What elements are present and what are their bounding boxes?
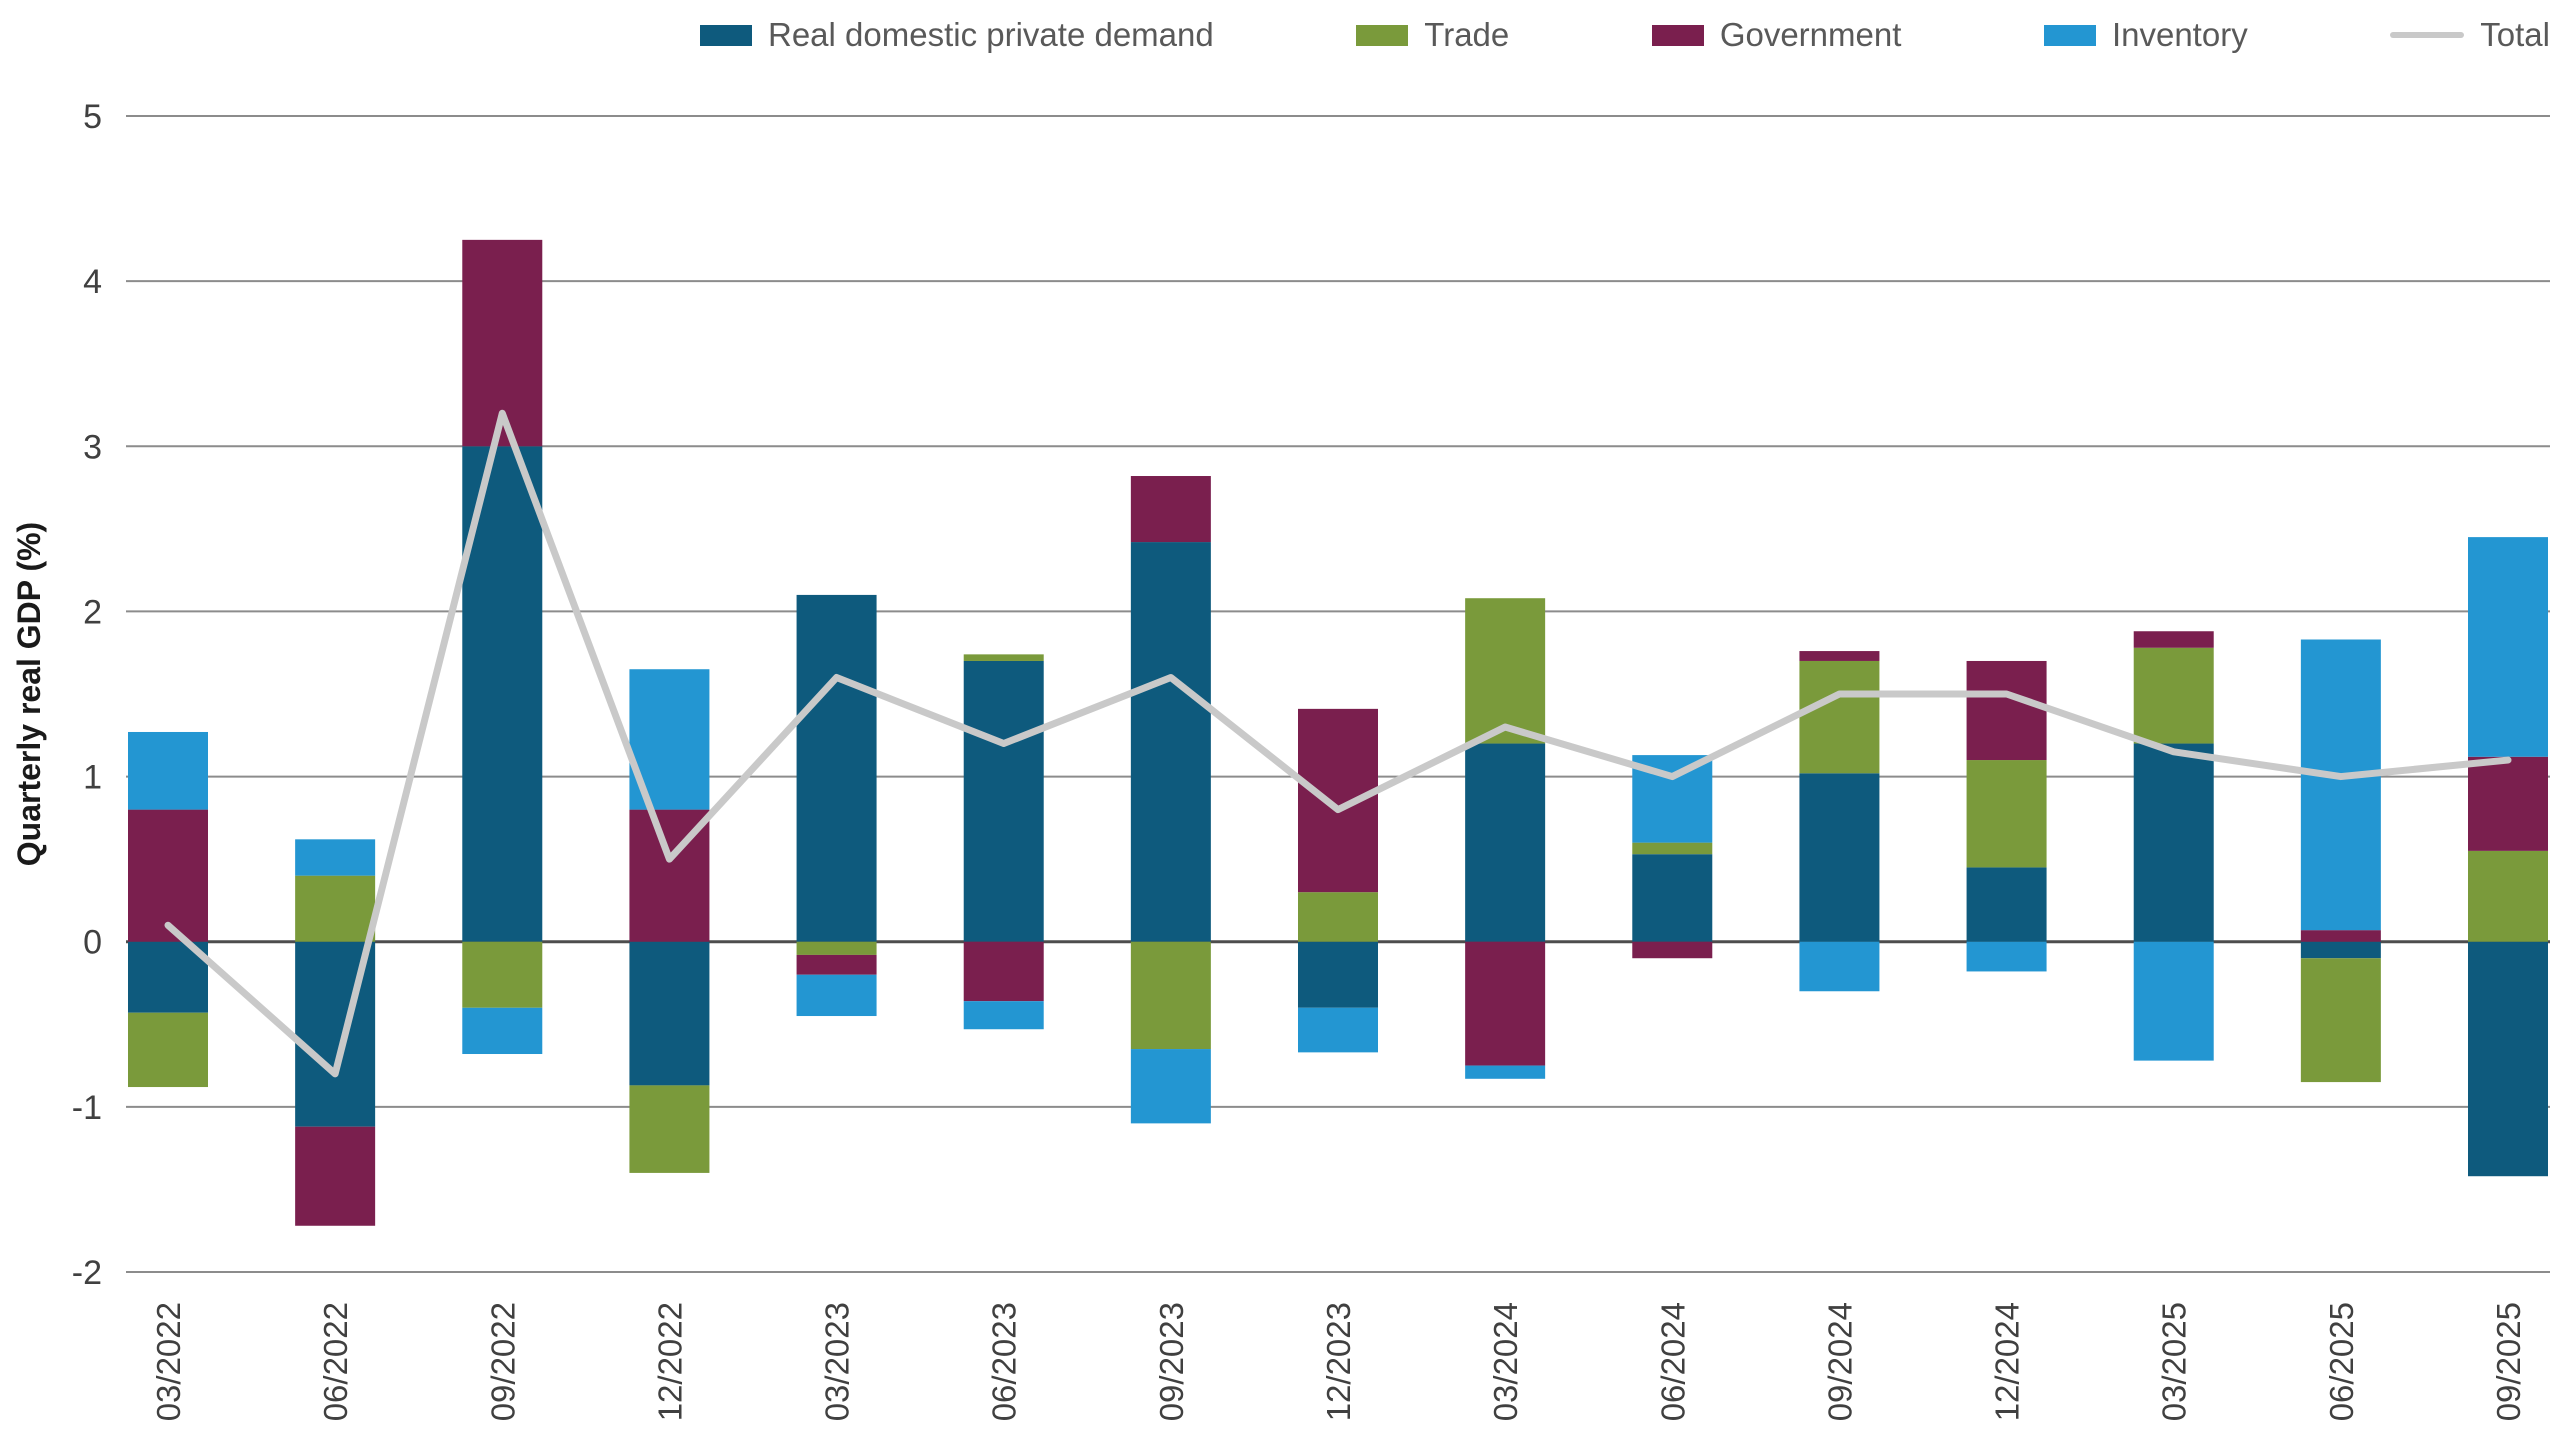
bar-segment-inventory bbox=[128, 731, 208, 810]
bar-segment-government bbox=[1298, 708, 1378, 893]
bar-segment-real-domestic-private-demand bbox=[796, 594, 877, 942]
legend-item-government: Government bbox=[1651, 16, 1902, 54]
bar-segment-trade bbox=[462, 941, 543, 1008]
legend-label: Government bbox=[1719, 16, 1902, 53]
bar-segment-real-domestic-private-demand bbox=[2300, 941, 2381, 959]
bar-segment-trade bbox=[963, 654, 1044, 661]
total-line bbox=[164, 409, 2512, 1078]
x-tick-label: 09/2023 bbox=[1153, 1302, 1190, 1421]
y-axis-title: Quarterly real GDP (%) bbox=[11, 522, 47, 866]
bar-segment-government bbox=[1465, 941, 1546, 1066]
legend-swatch-icon bbox=[700, 24, 752, 46]
y-tick-label: 5 bbox=[83, 98, 102, 136]
bar-segment-government bbox=[963, 941, 1044, 1002]
bar-segment-government bbox=[1632, 941, 1713, 959]
bar-segment-trade bbox=[1130, 941, 1211, 1050]
bar-segment-real-domestic-private-demand bbox=[1632, 854, 1713, 942]
bar-segment-real-domestic-private-demand bbox=[2133, 743, 2214, 942]
y-tick-label: 3 bbox=[83, 428, 102, 466]
y-tick-label: 1 bbox=[83, 759, 102, 797]
y-tick-label: 2 bbox=[83, 593, 102, 631]
x-tick-label: 03/2024 bbox=[1487, 1302, 1524, 1421]
bar-segment-government bbox=[1130, 476, 1211, 543]
bar-segment-inventory bbox=[1130, 1049, 1211, 1124]
bar-segment-government bbox=[2133, 631, 2214, 648]
legend-swatch-icon bbox=[2043, 24, 2096, 46]
bar-segment-inventory bbox=[462, 1007, 543, 1055]
bar-segment-real-domestic-private-demand bbox=[1298, 941, 1378, 1008]
x-tick-label: 06/2023 bbox=[986, 1302, 1023, 1421]
legend-item-inventory: Inventory bbox=[2043, 16, 2248, 54]
bar-segment-government bbox=[295, 1126, 376, 1226]
bar-segment-trade bbox=[1799, 660, 1880, 774]
bar-segment-government bbox=[128, 809, 208, 942]
bar-segment-inventory bbox=[1465, 1065, 1546, 1079]
x-tick-label: 06/2024 bbox=[1654, 1302, 1691, 1421]
x-tick-label: 03/2022 bbox=[150, 1302, 187, 1421]
bar-segment-trade bbox=[796, 941, 877, 955]
bar-segment-real-domestic-private-demand bbox=[1465, 743, 1546, 942]
legend-item-trade: Trade bbox=[1356, 16, 1509, 54]
x-tick-label: 09/2025 bbox=[2490, 1302, 2527, 1421]
legend-label: Total bbox=[2480, 16, 2550, 53]
legend-label: Inventory bbox=[2111, 16, 2248, 53]
x-tick-label: 12/2022 bbox=[651, 1302, 688, 1421]
bar-segment-inventory bbox=[1298, 1007, 1378, 1053]
x-tick-label: 06/2022 bbox=[317, 1302, 354, 1421]
bar-segment-real-domestic-private-demand bbox=[963, 660, 1044, 942]
x-tick-label: 12/2023 bbox=[1320, 1302, 1357, 1421]
bar-segment-trade bbox=[1298, 892, 1378, 942]
x-tick-label: 03/2025 bbox=[2156, 1302, 2193, 1421]
bar-segment-trade bbox=[128, 1012, 208, 1088]
legend-item-total: Total bbox=[2390, 16, 2550, 54]
bar-segment-real-domestic-private-demand bbox=[1130, 542, 1211, 942]
bar-segment-real-domestic-private-demand bbox=[1799, 773, 1880, 942]
bar-segment-trade bbox=[2468, 850, 2548, 942]
bar-segment-government bbox=[796, 954, 877, 975]
legend-swatch-icon bbox=[1651, 24, 1704, 46]
bar-segment-inventory bbox=[2468, 537, 2548, 757]
bar-segment-trade bbox=[295, 875, 376, 942]
bar-segment-real-domestic-private-demand bbox=[2468, 941, 2548, 1177]
x-tick-label: 09/2022 bbox=[484, 1302, 521, 1421]
y-tick-label: -1 bbox=[72, 1089, 102, 1127]
bar-segment-government bbox=[1966, 660, 2047, 761]
bar-segment-inventory bbox=[963, 1001, 1044, 1030]
x-tick-label: 06/2025 bbox=[2323, 1302, 2360, 1421]
x-tick-label: 03/2023 bbox=[819, 1302, 856, 1421]
bar-segment-inventory bbox=[2133, 941, 2214, 1061]
bar-segment-trade bbox=[2300, 958, 2381, 1083]
y-tick-label: 0 bbox=[83, 924, 102, 962]
legend-label: Trade bbox=[1424, 16, 1510, 53]
bar-segment-government bbox=[1799, 651, 1880, 661]
bar-segment-inventory bbox=[295, 839, 376, 876]
bar-segment-government bbox=[2468, 756, 2548, 851]
bar-segment-trade bbox=[1632, 842, 1713, 855]
bar-segment-trade bbox=[2133, 647, 2214, 744]
bar-segment-trade bbox=[629, 1085, 710, 1173]
legend-label: Real domestic private demand bbox=[768, 16, 1214, 53]
chart-legend: Real domestic private demand Trade Governm… bbox=[700, 16, 2550, 54]
x-tick-label: 09/2024 bbox=[1821, 1302, 1858, 1421]
x-tick-label: 12/2024 bbox=[1989, 1302, 2026, 1421]
y-tick-label: -2 bbox=[72, 1254, 102, 1292]
bar-segment-inventory bbox=[1799, 941, 1880, 992]
bar-segment-government bbox=[2300, 930, 2381, 942]
bar-segment-trade bbox=[1966, 760, 2047, 868]
bar-segment-inventory bbox=[2300, 639, 2381, 931]
bar-segment-real-domestic-private-demand bbox=[629, 941, 710, 1086]
legend-swatch-icon bbox=[1356, 24, 1409, 46]
bar-segment-real-domestic-private-demand bbox=[1966, 867, 2047, 942]
legend-swatch-icon bbox=[2390, 32, 2465, 38]
bar-segment-trade bbox=[1465, 598, 1546, 744]
legend-item-real-domestic-private-demand: Real domestic private demand bbox=[700, 16, 1214, 54]
bar-segment-inventory bbox=[1966, 941, 2047, 972]
y-tick-label: 4 bbox=[83, 263, 102, 301]
bar-segment-inventory bbox=[796, 974, 877, 1017]
